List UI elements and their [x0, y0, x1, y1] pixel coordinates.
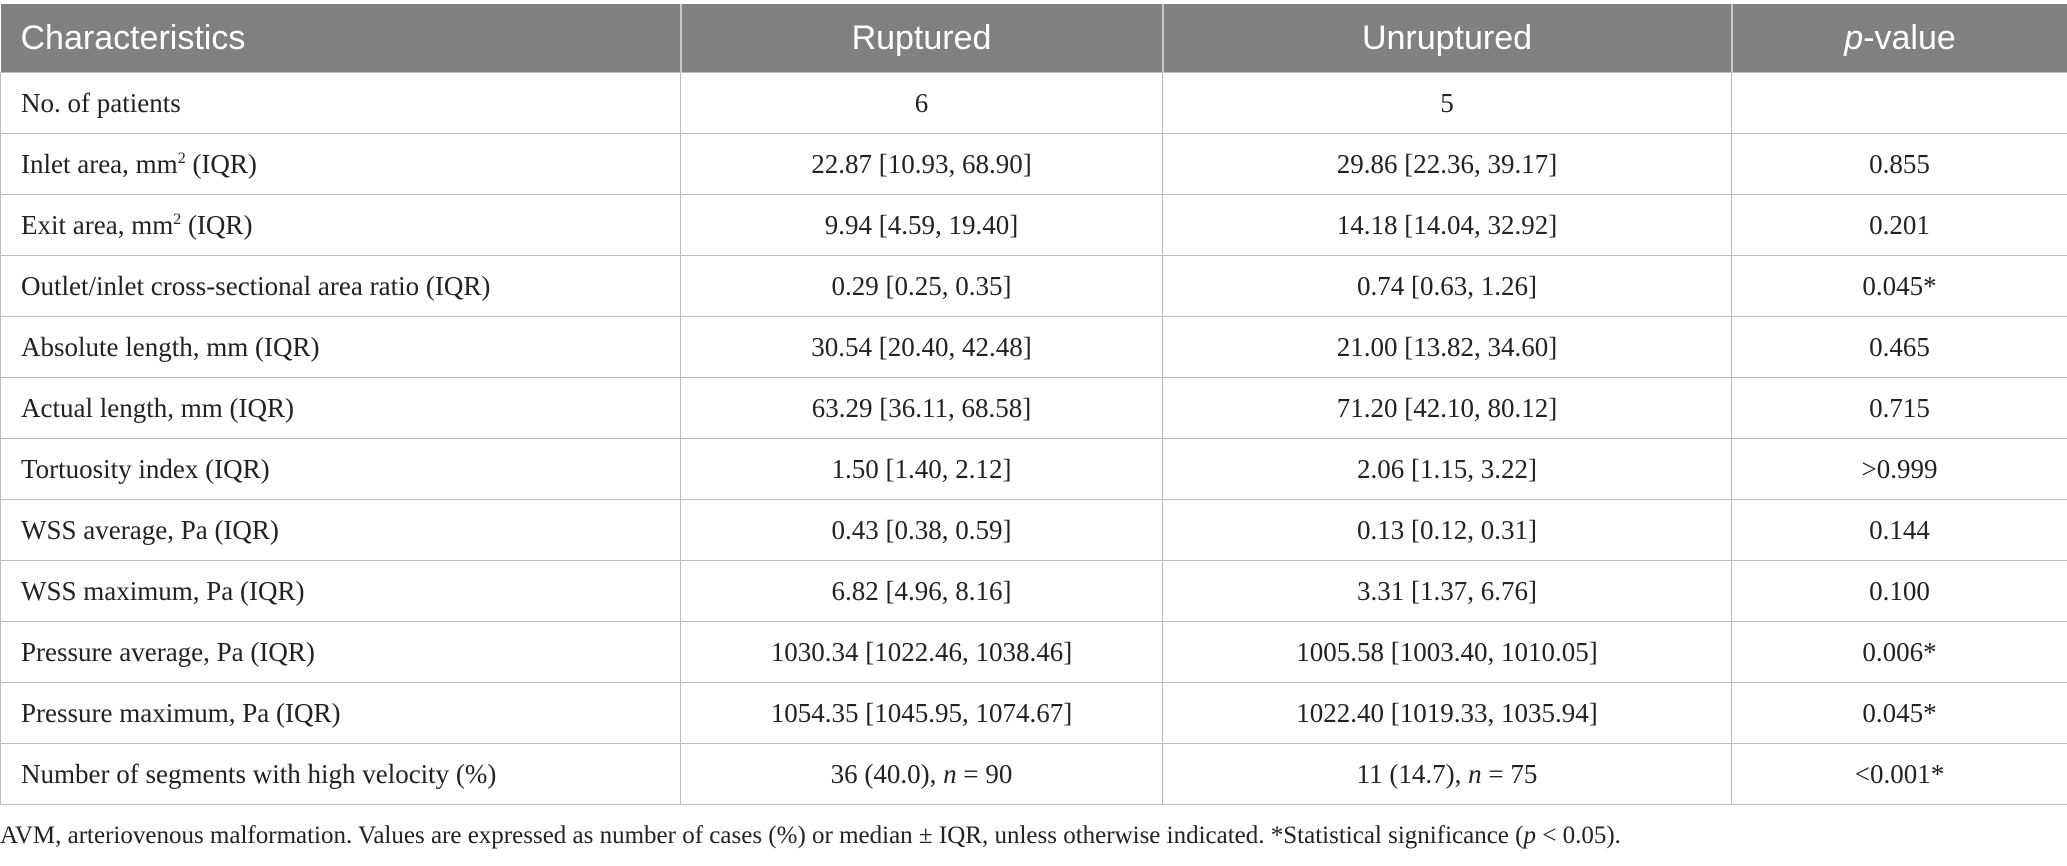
ruptured-value: 0.29 [0.25, 0.35] [680, 255, 1163, 317]
row-label: No. of patients [0, 72, 681, 134]
table-row: Number of segments with high velocity (%… [0, 743, 2067, 805]
header-p-italic: p [1844, 18, 1864, 57]
unruptured-value: 5 [1162, 72, 1732, 134]
p-value: 0.045* [1731, 255, 2067, 317]
ruptured-count: 36 (40.0), [830, 758, 944, 789]
ruptured-value: 1054.35 [1045.95, 1074.67] [680, 682, 1163, 744]
p-value: 0.045* [1731, 682, 2067, 744]
ruptured-value: 1030.34 [1022.46, 1038.46] [680, 621, 1163, 683]
unruptured-value: 3.31 [1.37, 6.76] [1162, 560, 1732, 622]
unruptured-count: 11 (14.7), [1356, 758, 1469, 789]
table-row: WSS maximum, Pa (IQR) 6.82 [4.96, 8.16] … [0, 560, 2067, 622]
unruptured-n-value: = 75 [1481, 758, 1538, 789]
p-value: 0.855 [1731, 133, 2067, 195]
p-value: >0.999 [1731, 438, 2067, 500]
footnote-text: AVM, arteriovenous malformation. Values … [0, 822, 1524, 849]
header-p-value: p-value [1731, 4, 2067, 73]
row-label: Number of segments with high velocity (%… [0, 743, 681, 805]
footnote-text-end: < 0.05). [1535, 822, 1621, 849]
table-row: No. of patients 6 5 [0, 72, 2067, 134]
row-label-superscript: 2 [173, 210, 182, 228]
row-label: Absolute length, mm (IQR) [0, 316, 681, 378]
ruptured-value: 63.29 [36.11, 68.58] [680, 377, 1163, 439]
row-label: WSS average, Pa (IQR) [0, 499, 681, 561]
p-value: 0.006* [1731, 621, 2067, 683]
ruptured-n-italic: n [943, 758, 957, 789]
table-row: Absolute length, mm (IQR) 30.54 [20.40, … [0, 316, 2067, 378]
unruptured-value: 0.13 [0.12, 0.31] [1162, 499, 1732, 561]
results-table: Characteristics Ruptured Unruptured p-va… [0, 4, 2067, 805]
results-table-container: Characteristics Ruptured Unruptured p-va… [0, 4, 2067, 805]
row-label: Inlet area, mm2 (IQR) [0, 133, 681, 195]
unruptured-value: 1022.40 [1019.33, 1035.94] [1162, 682, 1732, 744]
header-row: Characteristics Ruptured Unruptured p-va… [0, 4, 2067, 73]
header-p-rest: -value [1863, 18, 1956, 57]
unruptured-value: 14.18 [14.04, 32.92] [1162, 194, 1732, 256]
unruptured-value: 0.74 [0.63, 1.26] [1162, 255, 1732, 317]
ruptured-value: 30.54 [20.40, 42.48] [680, 316, 1163, 378]
ruptured-value: 22.87 [10.93, 68.90] [680, 133, 1163, 195]
p-value: 0.715 [1731, 377, 2067, 439]
ruptured-value: 6 [680, 72, 1163, 134]
table-row: Pressure maximum, Pa (IQR) 1054.35 [1045… [0, 682, 2067, 744]
unruptured-value: 29.86 [22.36, 39.17] [1162, 133, 1732, 195]
row-label-text: Exit area, mm [21, 209, 174, 240]
row-label-superscript: 2 [177, 149, 186, 167]
ruptured-value: 6.82 [4.96, 8.16] [680, 560, 1163, 622]
unruptured-n-italic: n [1468, 758, 1482, 789]
row-label-text: Inlet area, mm [21, 148, 178, 179]
p-value [1731, 72, 2067, 134]
row-label: Actual length, mm (IQR) [0, 377, 681, 439]
p-value: 0.465 [1731, 316, 2067, 378]
row-label: Pressure average, Pa (IQR) [0, 621, 681, 683]
ruptured-value: 9.94 [4.59, 19.40] [680, 194, 1163, 256]
ruptured-value: 0.43 [0.38, 0.59] [680, 499, 1163, 561]
header-characteristics: Characteristics [0, 4, 682, 73]
p-value: 0.100 [1731, 560, 2067, 622]
unruptured-value: 21.00 [13.82, 34.60] [1162, 316, 1732, 378]
ruptured-value: 36 (40.0), n = 90 [680, 743, 1163, 805]
table-row: WSS average, Pa (IQR) 0.43 [0.38, 0.59] … [0, 499, 2067, 561]
row-label: Pressure maximum, Pa (IQR) [0, 682, 681, 744]
ruptured-n-value: = 90 [956, 758, 1013, 789]
unruptured-value: 2.06 [1.15, 3.22] [1162, 438, 1732, 500]
row-label: WSS maximum, Pa (IQR) [0, 560, 681, 622]
ruptured-value: 1.50 [1.40, 2.12] [680, 438, 1163, 500]
table-row: Tortuosity index (IQR) 1.50 [1.40, 2.12]… [0, 438, 2067, 500]
row-label: Tortuosity index (IQR) [0, 438, 681, 500]
row-label: Outlet/inlet cross-sectional area ratio … [0, 255, 681, 317]
header-unruptured: Unruptured [1162, 4, 1733, 73]
footnote-p-italic: p [1523, 822, 1536, 849]
unruptured-value: 1005.58 [1003.40, 1010.05] [1162, 621, 1732, 683]
table-row: Actual length, mm (IQR) 63.29 [36.11, 68… [0, 377, 2067, 439]
table-row: Pressure average, Pa (IQR) 1030.34 [1022… [0, 621, 2067, 683]
row-label: Exit area, mm2 (IQR) [0, 194, 681, 256]
header-ruptured: Ruptured [680, 4, 1164, 73]
p-value: 0.201 [1731, 194, 2067, 256]
row-label-suffix: (IQR) [181, 209, 253, 240]
table-row: Inlet area, mm2 (IQR) 22.87 [10.93, 68.9… [0, 133, 2067, 195]
table-row: Outlet/inlet cross-sectional area ratio … [0, 255, 2067, 317]
unruptured-value: 71.20 [42.10, 80.12] [1162, 377, 1732, 439]
p-value: 0.144 [1731, 499, 2067, 561]
row-label-suffix: (IQR) [185, 148, 257, 179]
unruptured-value: 11 (14.7), n = 75 [1162, 743, 1732, 805]
table-footnote: AVM, arteriovenous malformation. Values … [0, 822, 2067, 850]
p-value: <0.001* [1731, 743, 2067, 805]
table-row: Exit area, mm2 (IQR) 9.94 [4.59, 19.40] … [0, 194, 2067, 256]
